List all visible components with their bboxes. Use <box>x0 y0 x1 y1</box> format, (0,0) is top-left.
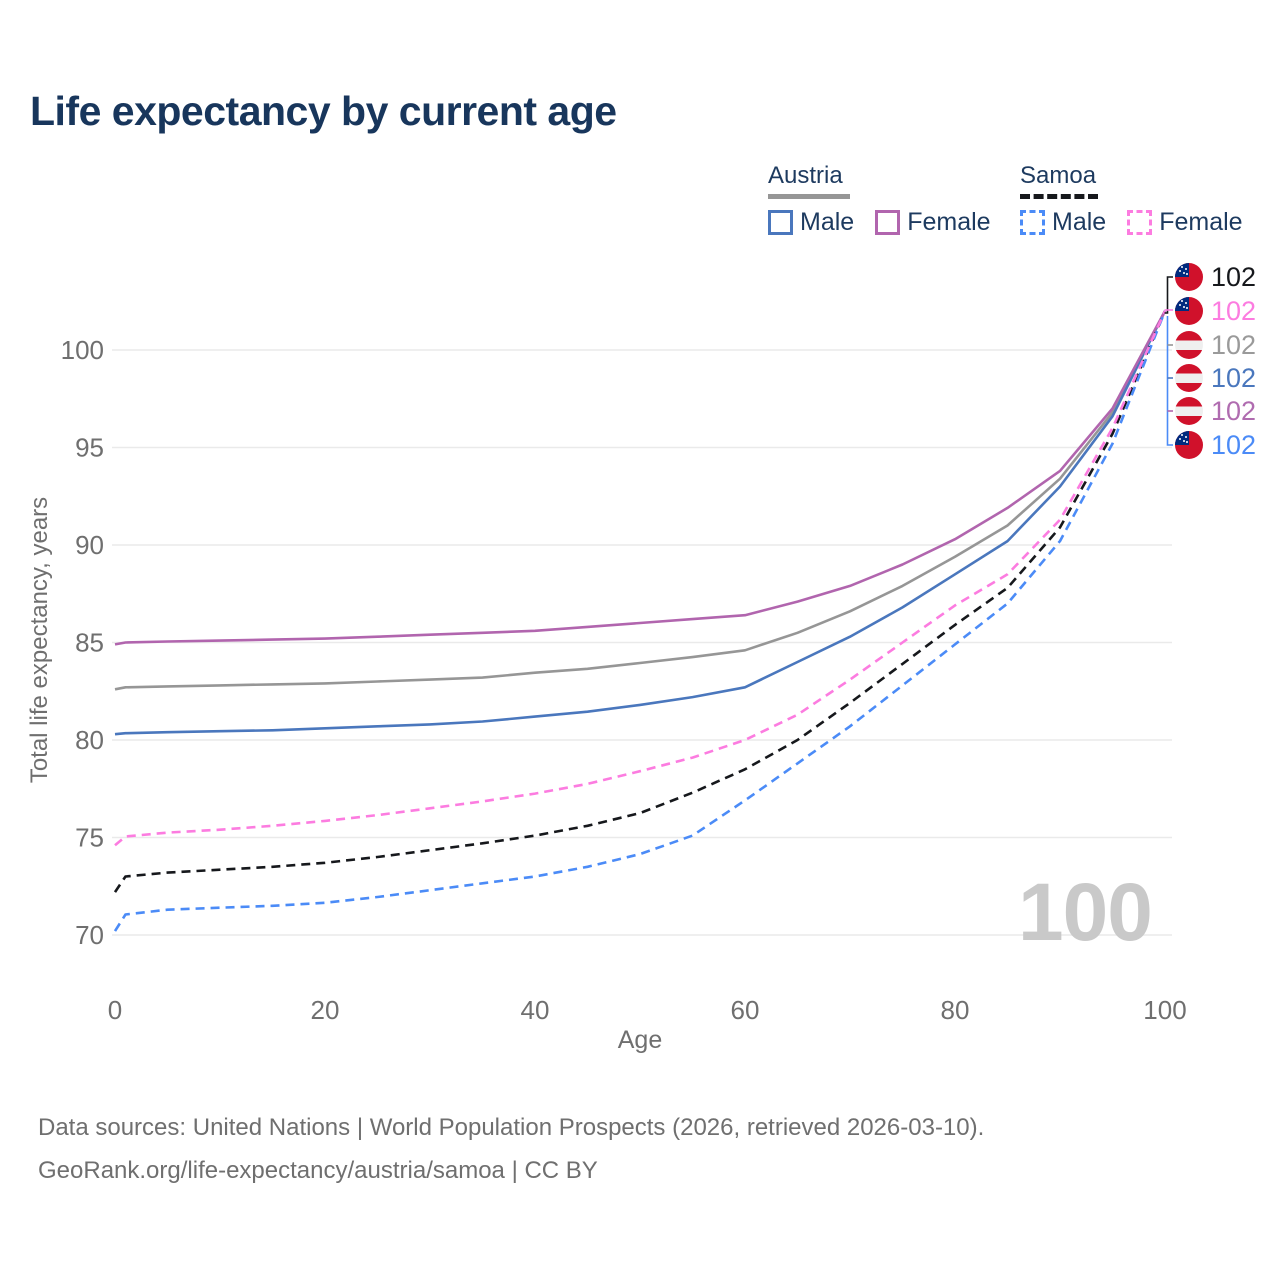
legend-group-austria: Austria Male Female <box>768 162 991 237</box>
series-line-austria[interactable] <box>114 310 1167 691</box>
austria-flag-icon <box>1175 364 1203 392</box>
end-label-row-austria: 102 <box>1175 331 1256 359</box>
legend-swatch-austria-female[interactable] <box>875 210 901 235</box>
y-axis-title: Total life expectancy, years <box>26 496 53 784</box>
legend-samoa-title[interactable]: Samoa <box>1020 162 1097 189</box>
end-label-value: 102 <box>1211 395 1257 426</box>
samoa-flag-icon <box>1175 431 1203 459</box>
x-tick-label-0: 0 <box>108 995 122 1025</box>
series-line-samoa[interactable] <box>113 310 1167 893</box>
end-label-value: 102 <box>1211 429 1257 460</box>
x-tick-label-20: 20 <box>311 995 340 1025</box>
legend-label-austria-female[interactable]: Female <box>907 208 991 236</box>
series-line-austria-male[interactable] <box>114 310 1167 736</box>
y-tick-label-80: 80 <box>75 725 104 755</box>
end-label-row-samoa: 102 <box>1175 263 1256 291</box>
footer-sources: Data sources: United Nations | World Pop… <box>38 1114 985 1141</box>
series-line-samoa-female[interactable] <box>114 310 1167 847</box>
age-watermark: 100 <box>1018 867 1153 958</box>
footer: Data sources: United Nations | World Pop… <box>38 1106 984 1192</box>
legend-austria-title[interactable]: Austria <box>768 162 843 189</box>
legend-group-samoa: Samoa Male Female <box>1020 162 1243 237</box>
x-tick-label-40: 40 <box>521 995 550 1025</box>
series-line-austria-female[interactable] <box>114 310 1167 646</box>
y-tick-label-75: 75 <box>75 823 104 853</box>
y-tick-label-85: 85 <box>75 628 104 658</box>
end-label-row-samoa-male: 102 <box>1175 431 1256 459</box>
end-label-row-austria-male: 102 <box>1175 364 1256 392</box>
end-label-value: 102 <box>1211 261 1257 292</box>
end-label-connector <box>1164 276 1173 314</box>
end-label-value: 102 <box>1211 295 1257 326</box>
samoa-line-sample <box>1020 194 1098 199</box>
legend-label-austria-male[interactable]: Male <box>800 208 855 236</box>
x-tick-label-60: 60 <box>731 995 760 1025</box>
y-tick-label-100: 100 <box>61 335 104 365</box>
y-tick-label-95: 95 <box>75 433 104 463</box>
legend-swatch-samoa-female[interactable] <box>1127 210 1153 235</box>
austria-line-sample <box>768 194 850 199</box>
legend-swatch-austria-male[interactable] <box>768 210 793 235</box>
footer-attribution: GeoRank.org/life-expectancy/austria/samo… <box>38 1157 598 1184</box>
samoa-flag-icon <box>1175 263 1203 291</box>
austria-flag-icon <box>1175 397 1203 425</box>
legend-swatch-samoa-male[interactable] <box>1020 210 1045 235</box>
x-axis-title: Age <box>617 1026 663 1054</box>
page-title: Life expectancy by current age <box>30 88 617 134</box>
end-label-connector <box>1166 316 1173 446</box>
y-tick-label-90: 90 <box>75 530 104 560</box>
end-label-row-samoa-female: 102 <box>1175 297 1256 325</box>
samoa-flag-icon <box>1175 297 1203 325</box>
legend-label-samoa-male[interactable]: Male <box>1052 208 1107 236</box>
end-label-row-austria-female: 102 <box>1175 397 1256 425</box>
x-tick-label-80: 80 <box>941 995 970 1025</box>
austria-flag-icon <box>1175 331 1203 359</box>
legend-label-samoa-female[interactable]: Female <box>1159 208 1243 236</box>
end-label-value: 102 <box>1211 329 1257 360</box>
end-label-value: 102 <box>1211 362 1257 393</box>
y-tick-label-70: 70 <box>75 920 104 950</box>
series-line-samoa-male[interactable] <box>113 310 1167 932</box>
x-tick-label-100: 100 <box>1143 995 1186 1025</box>
